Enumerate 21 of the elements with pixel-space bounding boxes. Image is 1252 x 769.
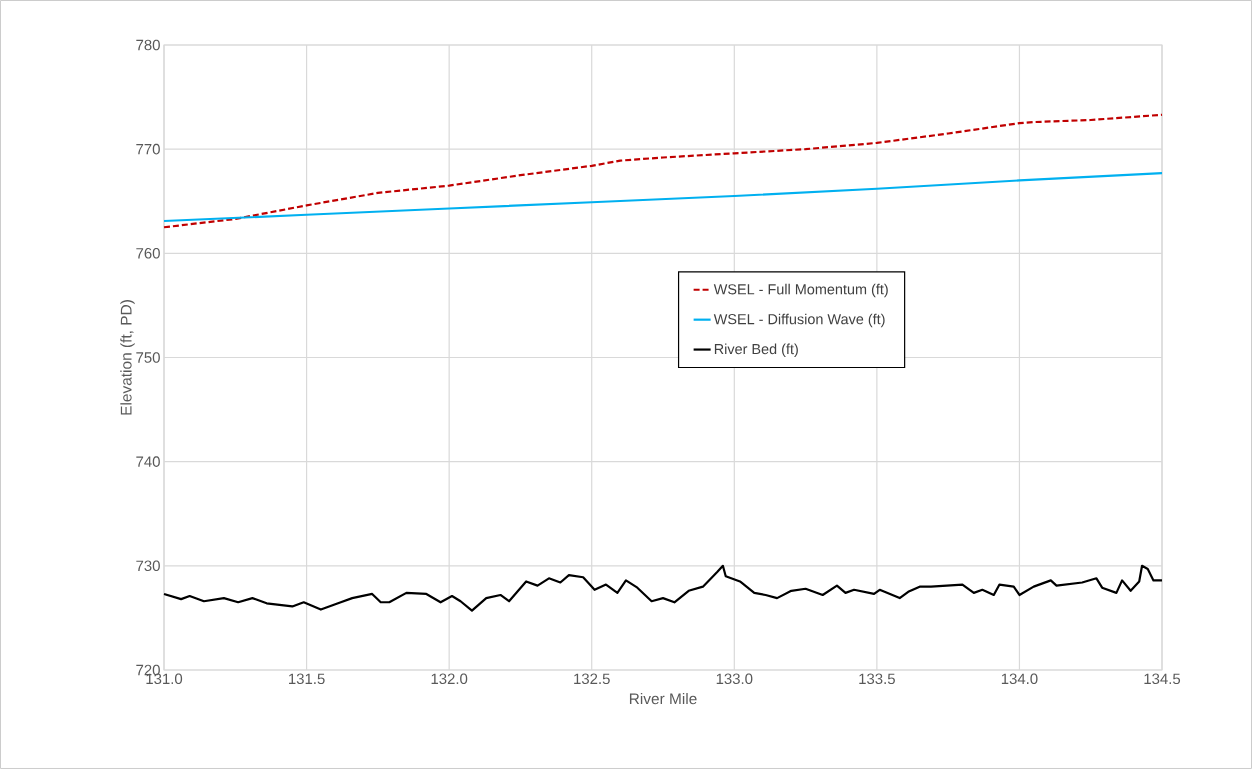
x-tick-label: 133.0 [716, 673, 753, 685]
x-tick-label: 133.5 [859, 673, 895, 685]
x-tick-label: 131.5 [289, 673, 325, 685]
legend-label: WSEL - Diffusion Wave (ft) [713, 313, 885, 328]
y-tick-label: 740 [136, 456, 160, 467]
x-axis-title: River Mile [629, 692, 697, 705]
x-tick-label: 134.5 [1144, 673, 1181, 685]
legend-label: River Bed (ft) [714, 343, 798, 358]
line-series [162, 564, 1164, 612]
line-series [162, 172, 1164, 223]
y-tick-label: 780 [136, 39, 160, 51]
legend-label: WSEL - Full Momentum (ft) [713, 283, 888, 298]
y-axis-title: Elevation (ft, PD) [120, 300, 135, 415]
x-tick-label: 132.5 [574, 673, 610, 685]
y-tick-label: 730 [136, 560, 160, 572]
y-tick-label: 770 [136, 143, 160, 155]
y-tick-label: 750 [136, 352, 160, 363]
line-series [162, 113, 1164, 229]
y-tick-label: 760 [136, 248, 160, 259]
x-tick-label: 132.0 [431, 673, 468, 685]
x-tick-label: 134.0 [1001, 673, 1038, 685]
